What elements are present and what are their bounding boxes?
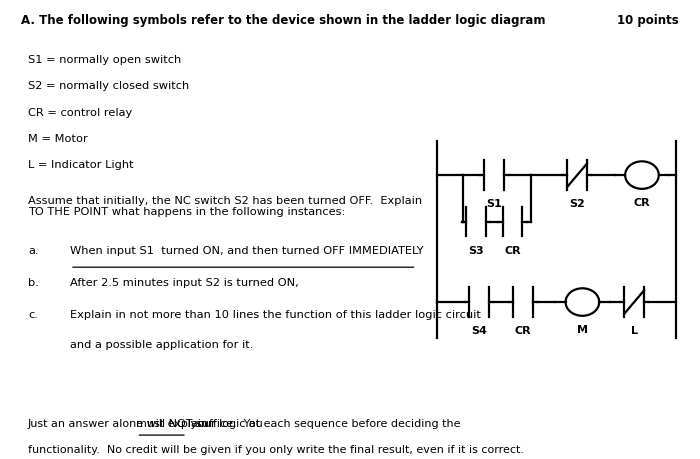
Text: M = Motor: M = Motor	[28, 134, 88, 144]
Text: a.: a.	[28, 246, 38, 256]
Text: CR = control relay: CR = control relay	[28, 107, 132, 118]
Text: Assume that initially, the NC switch S2 has been turned OFF.  Explain
TO THE POI: Assume that initially, the NC switch S2 …	[28, 195, 422, 217]
Text: CR: CR	[504, 246, 521, 255]
Text: CR: CR	[514, 325, 531, 336]
Text: S1 = normally open switch: S1 = normally open switch	[28, 55, 181, 65]
Text: A. The following symbols refer to the device shown in the ladder logic diagram: A. The following symbols refer to the de…	[21, 14, 545, 27]
Text: When input S1  turned ON, and then turned OFF IMMEDIATELY: When input S1 turned ON, and then turned…	[70, 246, 424, 256]
Text: must explain: must explain	[136, 418, 209, 428]
Text: and a possible application for it.: and a possible application for it.	[70, 340, 253, 350]
Text: c.: c.	[28, 310, 38, 320]
Text: S1: S1	[486, 199, 502, 209]
Text: L: L	[631, 325, 638, 336]
Text: S3: S3	[468, 246, 484, 255]
Text: your logic at each sequence before deciding the: your logic at each sequence before decid…	[187, 418, 461, 428]
Text: S4: S4	[471, 325, 486, 336]
Text: L = Indicator Light: L = Indicator Light	[28, 160, 134, 170]
Text: M: M	[577, 325, 588, 335]
Text: b.: b.	[28, 278, 39, 288]
Text: 10 points: 10 points	[617, 14, 679, 27]
Text: Explain in not more than 10 lines the function of this ladder logic circuit: Explain in not more than 10 lines the fu…	[70, 310, 481, 320]
Text: CR: CR	[634, 198, 650, 208]
Text: Just an answer alone will NOT suffice.  You: Just an answer alone will NOT suffice. Y…	[28, 418, 267, 428]
Text: S2: S2	[569, 199, 585, 209]
Text: functionality.  No credit will be given if you only write the final result, even: functionality. No credit will be given i…	[28, 444, 524, 454]
Text: After 2.5 minutes input S2 is turned ON,: After 2.5 minutes input S2 is turned ON,	[70, 278, 299, 288]
Text: S2 = normally closed switch: S2 = normally closed switch	[28, 81, 189, 91]
